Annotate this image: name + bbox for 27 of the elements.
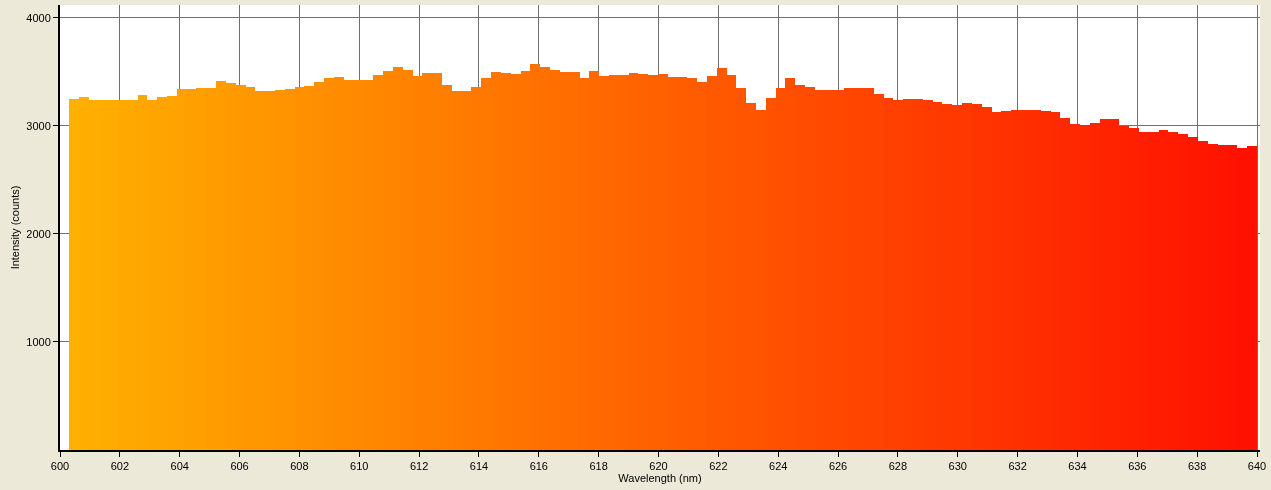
x-tick-label: 602 bbox=[110, 460, 130, 473]
y-axis-title: Intensity (counts) bbox=[9, 185, 22, 270]
y-tick-label: 2000 bbox=[26, 227, 51, 240]
x-tick-label: 622 bbox=[709, 460, 728, 473]
x-tick-label: 626 bbox=[828, 460, 848, 473]
x-tick-label: 608 bbox=[290, 460, 309, 473]
x-tick-label: 640 bbox=[1247, 460, 1267, 473]
x-tick-label: 624 bbox=[769, 460, 788, 473]
x-tick-label: 630 bbox=[948, 460, 967, 473]
x-tick-label: 600 bbox=[50, 460, 70, 473]
x-axis-title: Wavelength (nm) bbox=[618, 472, 702, 485]
x-tick-label: 632 bbox=[1008, 460, 1027, 473]
x-tick-label: 610 bbox=[350, 460, 369, 473]
y-tick-label: 1000 bbox=[26, 335, 51, 348]
x-tick-label: 620 bbox=[649, 460, 668, 473]
x-tick-label: 606 bbox=[230, 460, 249, 473]
x-tick-label: 604 bbox=[170, 460, 189, 473]
x-tick-label: 616 bbox=[529, 460, 548, 473]
x-tick-label: 638 bbox=[1187, 460, 1207, 473]
x-tick-label: 614 bbox=[469, 460, 489, 473]
x-tick-label: 636 bbox=[1128, 460, 1147, 473]
y-tick-label: 4000 bbox=[26, 11, 51, 24]
x-tick-label: 612 bbox=[409, 460, 429, 473]
x-tick-label: 634 bbox=[1068, 460, 1087, 473]
y-tick-label: 3000 bbox=[26, 119, 51, 132]
x-tick-label: 618 bbox=[589, 460, 608, 473]
x-tick-label: 628 bbox=[888, 460, 908, 473]
